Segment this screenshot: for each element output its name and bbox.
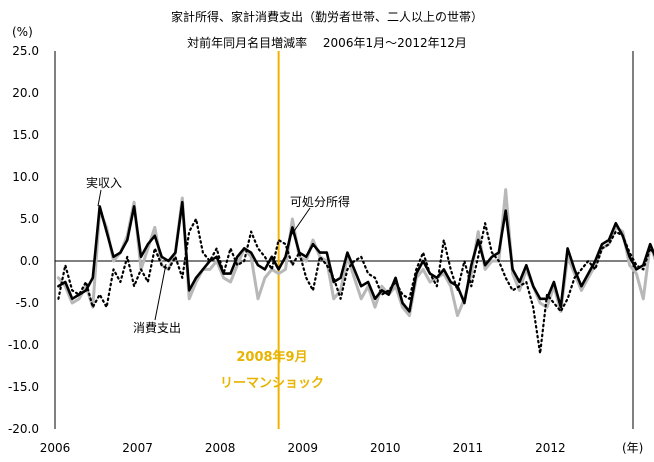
y-tick-label: 0.0 — [20, 254, 39, 268]
annotation-disposable: 可処分所得 — [290, 194, 350, 209]
y-tick-label: 20.0 — [12, 86, 39, 100]
annotation-pointer-consumption — [154, 263, 167, 321]
y-tick-labels: 25.0 20.0 15.0 10.0 5.0 0.0 -5.0 -10.0 -15.0 -20.… — [8, 44, 39, 436]
x-tick-label: 2008 — [205, 441, 236, 455]
series-line — [57, 200, 654, 313]
y-tick-label: 25.0 — [12, 44, 39, 58]
annotation-pointer-disposable — [289, 207, 311, 238]
y-axis-unit: (%) — [12, 25, 33, 39]
y-tick-label: 15.0 — [12, 128, 39, 142]
y-tick-label: -10.0 — [8, 338, 39, 352]
event-label-name: リーマンショック — [220, 376, 324, 391]
chart-subtitle: 対前年同月名目増減率 2006年1月～2012年12月 — [187, 35, 467, 50]
chart-title: 家計所得、家計消費支出（勤労者世帯、二人以上の世帯） — [171, 9, 483, 24]
series-line — [56, 188, 654, 318]
series-line — [57, 217, 654, 355]
x-axis-unit: (年) — [622, 441, 643, 455]
series-layer — [56, 188, 654, 355]
y-tick-label: 10.0 — [12, 170, 39, 184]
x-tick-label: 2009 — [287, 441, 318, 455]
annotation-real-income: 実収入 — [86, 175, 122, 190]
x-tick-label: 2007 — [122, 441, 153, 455]
y-tick-label: -5.0 — [16, 296, 39, 310]
y-tick-label: -15.0 — [8, 380, 39, 394]
y-tick-label: -20.0 — [8, 422, 39, 436]
x-tick-label: 2010 — [370, 441, 401, 455]
x-tick-label: 2006 — [40, 441, 71, 455]
annotation-pointer-real-income — [97, 189, 102, 207]
y-tick-label: 5.0 — [20, 212, 39, 226]
event-label-date: 2008年9月 — [236, 349, 307, 365]
x-tick-labels: 2006 2007 2008 2009 2010 2011 2012 — [40, 441, 566, 455]
x-tick-label: 2012 — [535, 441, 566, 455]
x-tick-label: 2011 — [453, 441, 484, 455]
annotation-consumption: 消費支出 — [133, 320, 181, 335]
